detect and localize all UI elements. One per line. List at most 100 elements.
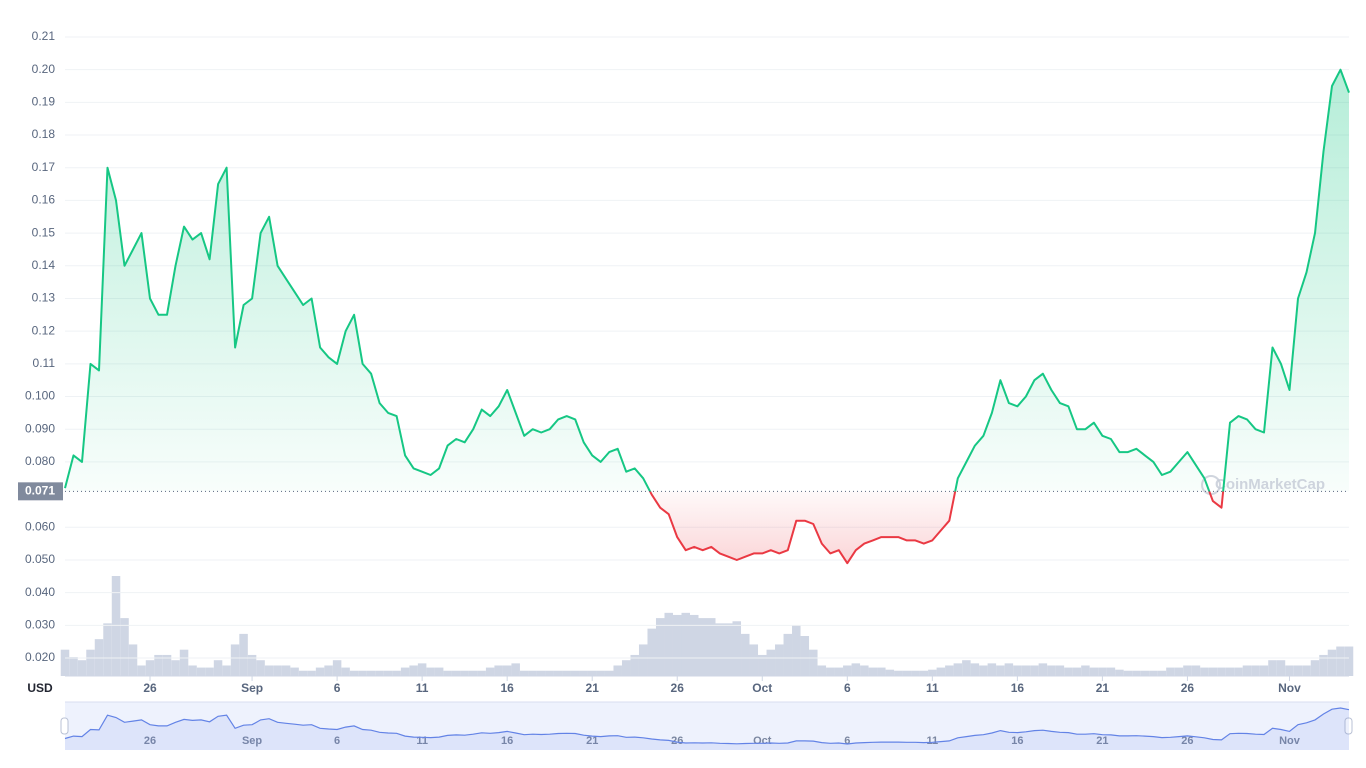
volume-bar bbox=[928, 669, 937, 676]
price-line bbox=[64, 68, 1350, 565]
volume-bar bbox=[434, 667, 444, 676]
volume-bar bbox=[1072, 667, 1082, 676]
x-tick-label: 16 bbox=[1011, 681, 1025, 695]
volume-layer bbox=[60, 576, 1354, 676]
volume-bar bbox=[400, 667, 410, 676]
x-tick-label: 16 bbox=[500, 681, 514, 695]
volume-bar bbox=[1183, 665, 1192, 676]
volume-bar bbox=[766, 649, 776, 676]
volume-bar bbox=[1319, 654, 1328, 676]
volume-bar bbox=[621, 660, 631, 676]
volume-bar bbox=[1174, 667, 1184, 676]
volume-bar bbox=[1344, 646, 1354, 676]
volume-bar bbox=[553, 670, 563, 676]
volume-bar bbox=[911, 670, 920, 676]
volume-bar bbox=[979, 665, 988, 676]
volume-bar bbox=[851, 663, 861, 676]
navigator-tick-label: Oct bbox=[753, 735, 772, 747]
x-tick-label: 6 bbox=[844, 681, 851, 695]
y-tick-label: 0.16 bbox=[32, 193, 56, 207]
volume-bar bbox=[707, 618, 716, 676]
volume-bar bbox=[562, 670, 571, 676]
volume-bar bbox=[103, 623, 112, 676]
volume-bar bbox=[188, 665, 197, 676]
volume-bar bbox=[120, 618, 129, 676]
x-tick-label: 11 bbox=[926, 681, 939, 695]
navigator-tick-label: 21 bbox=[1096, 735, 1108, 747]
volume-bar bbox=[264, 665, 274, 676]
y-tick-label: 0.020 bbox=[25, 650, 55, 664]
volume-bar bbox=[1225, 667, 1235, 676]
volume-bar bbox=[205, 667, 214, 676]
volume-bar bbox=[247, 654, 257, 676]
navigator-tick-label: 6 bbox=[334, 735, 340, 747]
navigator-tick-label: 16 bbox=[501, 735, 513, 747]
volume-bar bbox=[1106, 667, 1116, 676]
volume-bar bbox=[613, 665, 622, 676]
volume-bar bbox=[1217, 667, 1226, 676]
y-tick-label: 0.11 bbox=[33, 356, 56, 370]
navigator-tick-label: 6 bbox=[844, 735, 850, 747]
y-tick-label: 0.13 bbox=[32, 291, 56, 305]
volume-bar bbox=[477, 670, 486, 676]
watermark: CoinMarketCap bbox=[1215, 476, 1325, 493]
volume-bar bbox=[1089, 667, 1099, 676]
volume-bar bbox=[417, 663, 427, 676]
volume-bar bbox=[741, 633, 750, 676]
volume-bar bbox=[1259, 665, 1269, 676]
volume-bar bbox=[1004, 663, 1014, 676]
volume-bar bbox=[1098, 667, 1107, 676]
navigator-line bbox=[64, 707, 1350, 745]
volume-bar bbox=[604, 670, 614, 676]
navigator-tick-label: 26 bbox=[1181, 735, 1193, 747]
y-unit-label: USD bbox=[27, 681, 53, 695]
volume-bar bbox=[460, 670, 469, 676]
navigator-tick-label: Sep bbox=[242, 735, 262, 747]
volume-bar bbox=[1293, 665, 1303, 676]
baseline-label: 0.071 bbox=[25, 483, 55, 497]
volume-bar bbox=[970, 663, 980, 676]
volume-bar bbox=[545, 670, 554, 676]
volume-bar bbox=[1276, 660, 1286, 676]
x-tick-label: 11 bbox=[416, 681, 429, 695]
x-tick-label: Oct bbox=[752, 681, 772, 695]
volume-bar bbox=[809, 649, 818, 676]
volume-bar bbox=[332, 660, 342, 676]
y-tick-label: 0.100 bbox=[25, 389, 55, 403]
volume-bar bbox=[196, 667, 206, 676]
volume-bar bbox=[1234, 667, 1243, 676]
x-tick-label: Sep bbox=[241, 681, 263, 695]
volume-bar bbox=[468, 670, 478, 676]
volume-bar bbox=[732, 621, 742, 676]
volume-bar bbox=[749, 644, 759, 676]
volume-bar bbox=[596, 670, 605, 676]
volume-bar bbox=[587, 670, 597, 676]
volume-bar bbox=[519, 670, 529, 676]
navigator-tick-label: 26 bbox=[144, 735, 156, 747]
y-tick-label: 0.090 bbox=[25, 421, 55, 435]
volume-bar bbox=[758, 654, 767, 676]
navigator-handle[interactable] bbox=[60, 717, 69, 735]
navigator-tick-label: 21 bbox=[586, 735, 598, 747]
volume-bar bbox=[1132, 670, 1141, 676]
navigator-handle[interactable] bbox=[1344, 717, 1353, 735]
volume-bar bbox=[630, 654, 639, 676]
volume-bar bbox=[341, 667, 350, 676]
x-tick-label: 26 bbox=[143, 681, 157, 695]
volume-bar bbox=[485, 667, 495, 676]
y-tick-label: 0.15 bbox=[32, 225, 56, 239]
y-tick-label: 0.17 bbox=[32, 160, 56, 174]
volume-bar bbox=[128, 644, 138, 676]
volume-bar bbox=[783, 633, 793, 676]
volume-bar bbox=[1157, 670, 1167, 676]
volume-bar bbox=[1200, 667, 1209, 676]
volume-bar bbox=[885, 669, 895, 676]
y-tick-label: 0.040 bbox=[25, 585, 55, 599]
volume-bar bbox=[1038, 663, 1048, 676]
volume-bar bbox=[383, 670, 393, 676]
volume-bar bbox=[647, 628, 656, 676]
volume-bar bbox=[1268, 660, 1277, 676]
volume-bar bbox=[698, 618, 707, 676]
volume-bar bbox=[528, 670, 537, 676]
volume-bar bbox=[307, 670, 316, 676]
